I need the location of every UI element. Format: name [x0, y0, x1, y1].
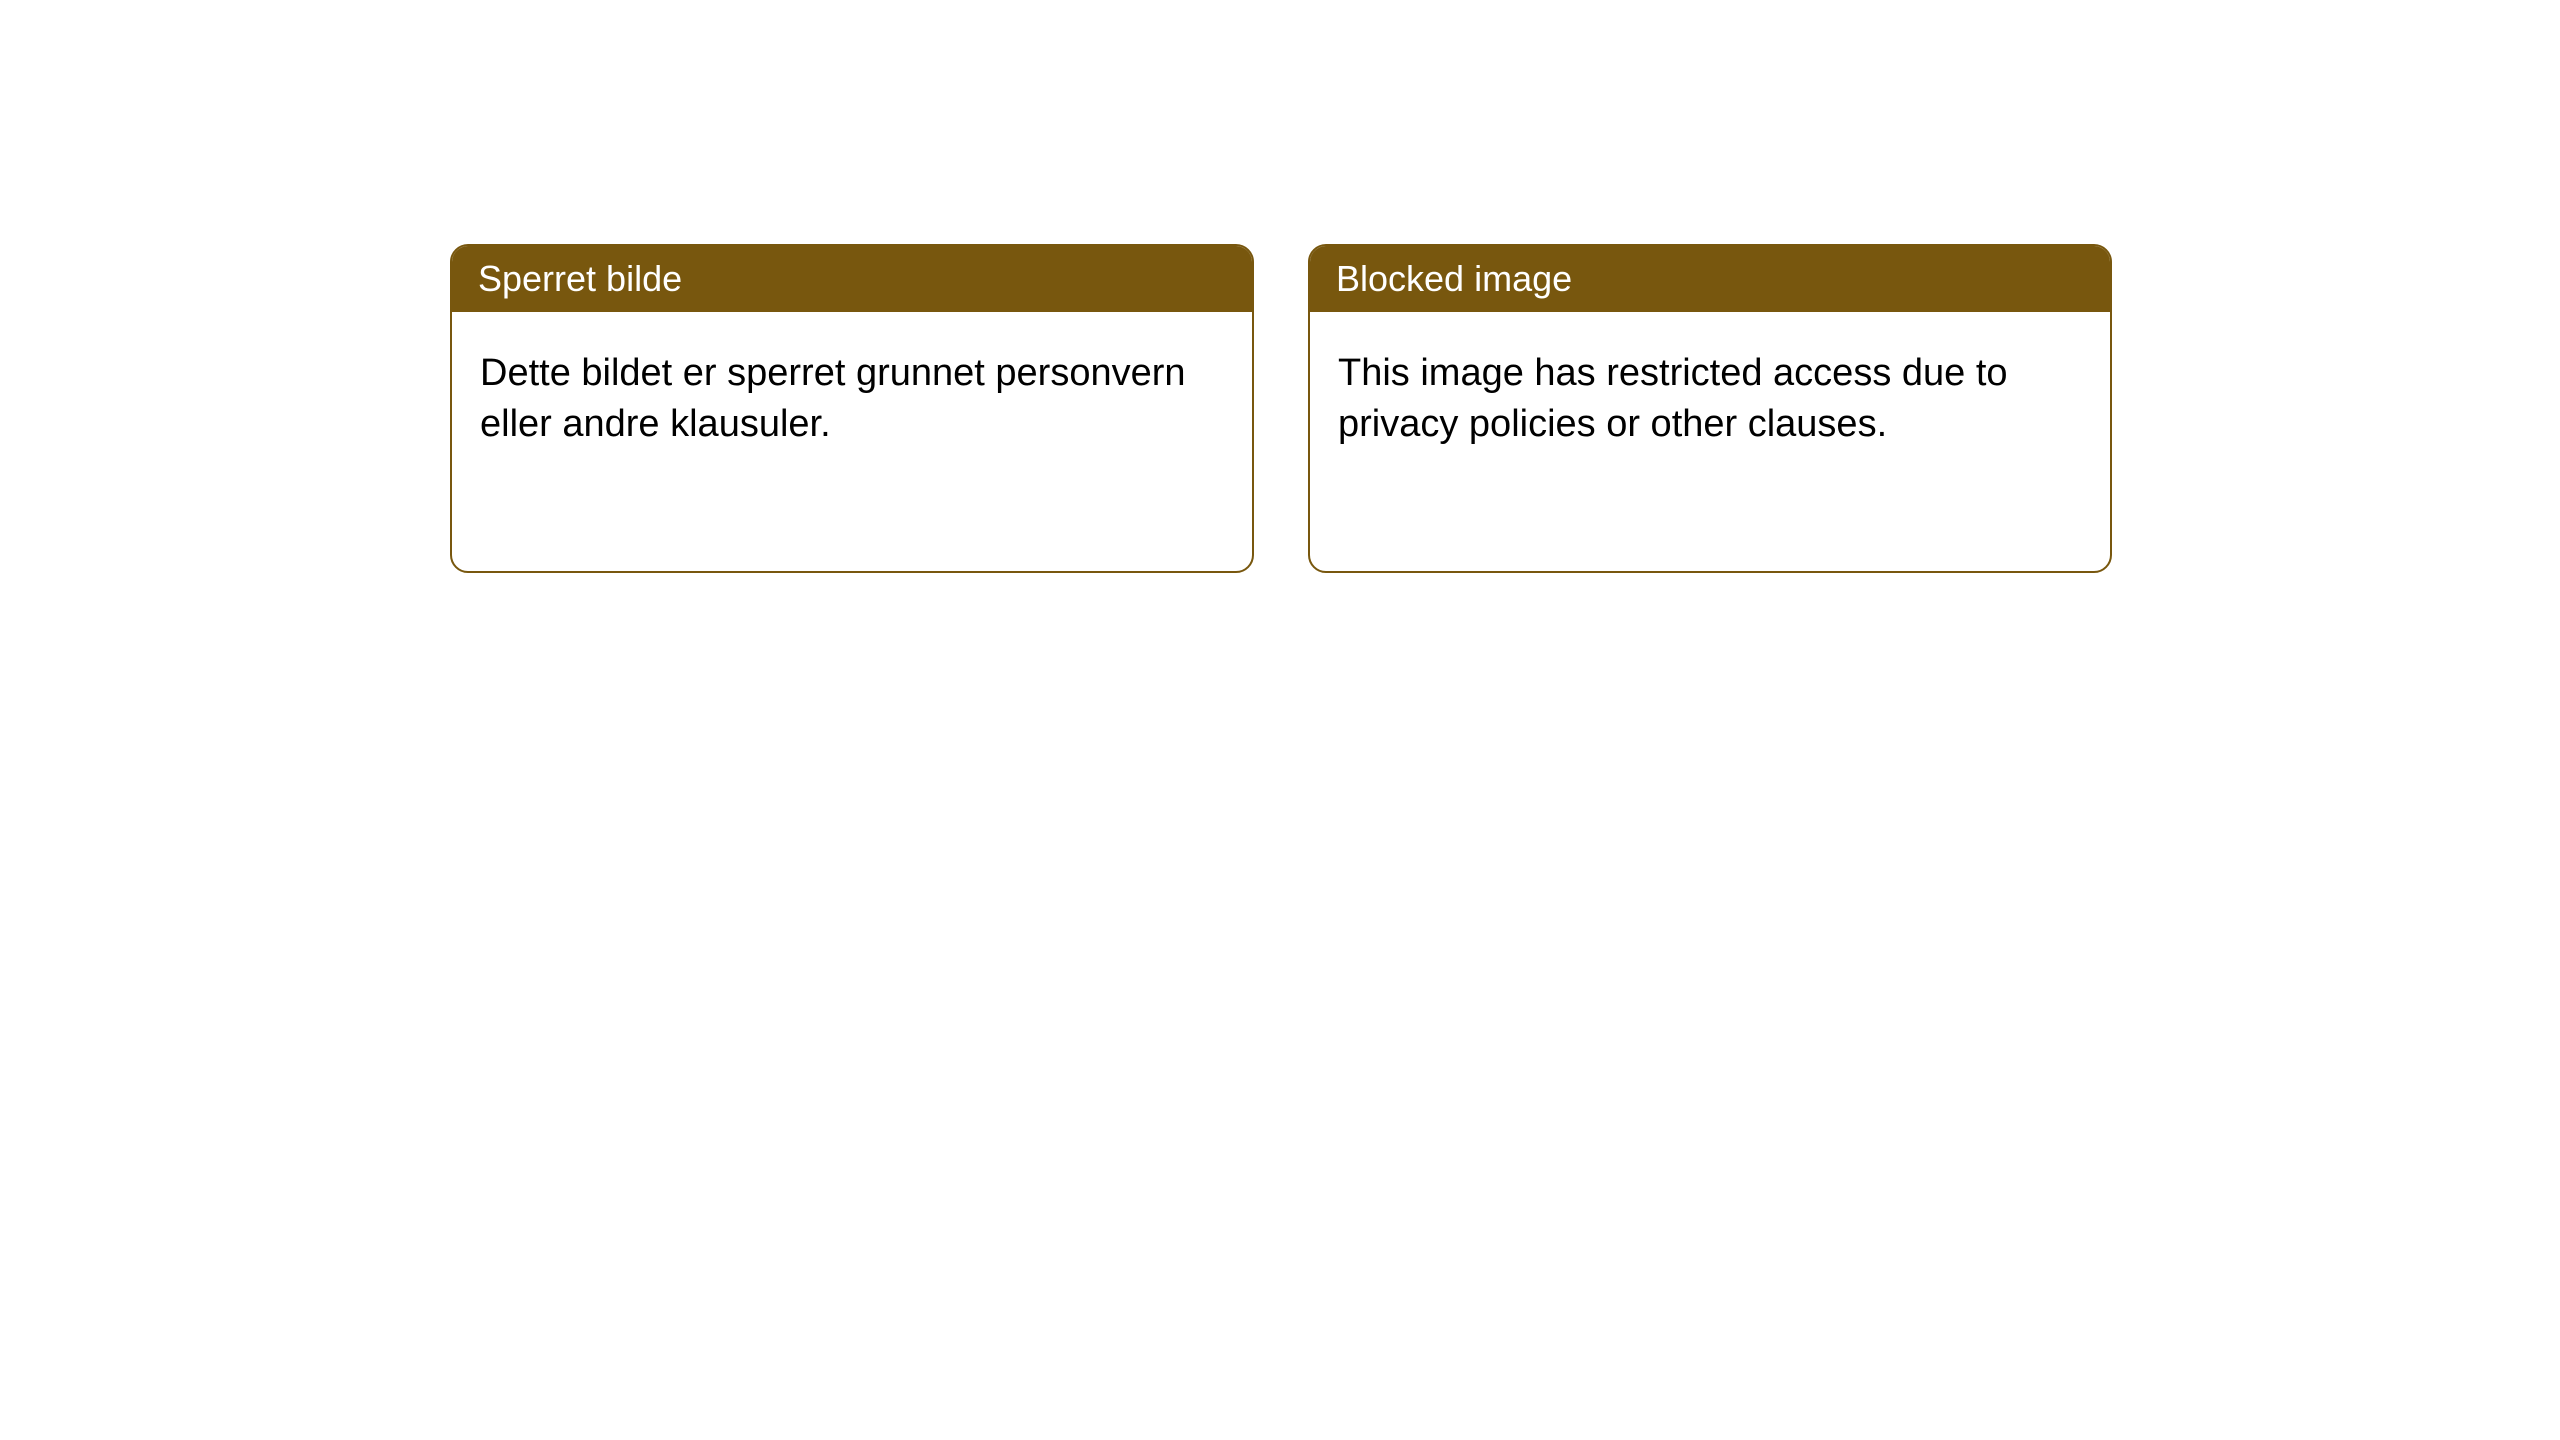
notice-card-norwegian: Sperret bilde Dette bildet er sperret gr… [450, 244, 1254, 573]
notice-card-body: This image has restricted access due to … [1310, 312, 2110, 571]
notice-cards-row: Sperret bilde Dette bildet er sperret gr… [0, 0, 2560, 573]
notice-card-title: Sperret bilde [452, 246, 1252, 312]
notice-card-body: Dette bildet er sperret grunnet personve… [452, 312, 1252, 571]
notice-card-title: Blocked image [1310, 246, 2110, 312]
notice-card-english: Blocked image This image has restricted … [1308, 244, 2112, 573]
